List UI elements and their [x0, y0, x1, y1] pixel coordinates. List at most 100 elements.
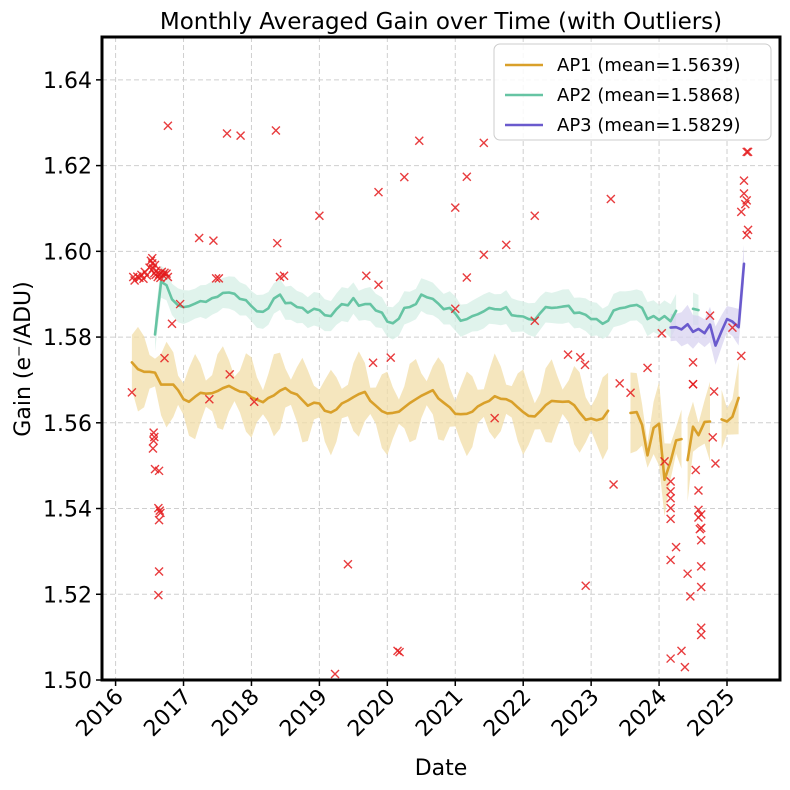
outlier-point: [696, 623, 706, 633]
outlier-point: [657, 328, 667, 338]
y-axis-label: Gain (e⁻/ADU): [11, 281, 36, 436]
outlier-point: [194, 233, 204, 243]
outlier-point: [490, 413, 500, 423]
x-tick-label: 2022: [479, 685, 536, 742]
series-line: [669, 262, 746, 347]
outlier-point: [743, 147, 753, 157]
outlier-point: [374, 280, 383, 290]
y-tick-label: 1.60: [43, 240, 92, 265]
outlier-point: [236, 131, 246, 141]
outlier-point: [696, 561, 706, 571]
outlier-point: [479, 250, 489, 260]
outlier-point: [742, 230, 752, 240]
outlier-point: [688, 357, 698, 367]
outlier-point: [279, 271, 289, 281]
outlier-point: [530, 316, 540, 326]
outlier-point: [249, 397, 259, 407]
y-tick-label: 1.52: [43, 583, 92, 608]
outlier-point: [271, 125, 281, 135]
outlier-point: [680, 662, 690, 672]
outlier-point: [615, 378, 625, 388]
y-axis-ticks: 1.50 1.52 1.54 1.56 1.58 1.60 1.62 1.64: [43, 69, 102, 694]
outlier-point: [155, 508, 165, 518]
outlier-point: [148, 444, 158, 454]
x-axis-label: Date: [415, 756, 468, 781]
outlier-point: [361, 271, 371, 281]
outlier-point: [580, 360, 590, 370]
outlier-point: [683, 569, 693, 579]
outlier-point: [150, 260, 160, 270]
outlier-point: [154, 466, 164, 476]
series-lines: [130, 262, 746, 482]
outlier-point: [736, 207, 746, 217]
outlier-point: [688, 379, 698, 389]
y-tick-label: 1.62: [43, 155, 92, 180]
outlier-point: [666, 486, 676, 496]
x-tick-label: 2025: [683, 685, 740, 742]
chart-title: Monthly Averaged Gain over Time (with Ou…: [160, 9, 722, 35]
series-line: [153, 280, 678, 336]
y-tick-label: 1.58: [43, 326, 92, 351]
outlier-point: [685, 591, 695, 601]
x-tick-label: 2023: [547, 685, 604, 742]
series-line: [686, 420, 712, 462]
outlier-point: [462, 172, 472, 182]
outlier-point: [501, 240, 511, 250]
outlier-point: [450, 203, 460, 213]
outlier-point: [693, 505, 703, 515]
series-band: [670, 244, 744, 365]
series-band: [721, 361, 739, 449]
legend-box: [493, 43, 772, 141]
y-tick-label: 1.54: [43, 498, 92, 523]
outlier-point: [666, 493, 676, 503]
outlier-point: [676, 646, 686, 656]
outlier-point: [149, 436, 159, 446]
outlier-point: [368, 358, 378, 368]
outlier-point: [609, 480, 619, 490]
outlier-point: [563, 350, 573, 360]
outlier-point: [660, 456, 670, 466]
outlier-point: [127, 387, 137, 397]
outlier-point: [671, 542, 681, 552]
x-tick-label: 2021: [411, 685, 468, 742]
outlier-point: [214, 273, 224, 283]
y-tick-label: 1.64: [43, 69, 92, 94]
outlier-point: [151, 270, 161, 280]
plot-frame: [100, 35, 782, 682]
outlier-point: [153, 503, 163, 513]
series-line: [629, 410, 683, 482]
outlier-point: [175, 299, 185, 309]
legend-label: AP3 (mean=1.5829): [557, 115, 741, 136]
outlier-point: [154, 515, 164, 525]
legend-label: AP1 (mean=1.5639): [557, 55, 741, 76]
outlier-point: [208, 236, 218, 246]
outlier-point: [395, 647, 405, 657]
outlier-point: [575, 352, 585, 362]
outlier-point: [696, 582, 706, 592]
outlier-point: [225, 369, 235, 379]
outlier-point: [693, 486, 703, 496]
outlier-point: [743, 225, 753, 235]
y-tick-label: 1.56: [43, 412, 92, 437]
series-line: [130, 361, 610, 422]
outlier-point: [399, 172, 409, 182]
outlier-point: [479, 138, 489, 148]
outlier-point: [330, 669, 340, 679]
outlier-point: [222, 128, 232, 138]
outlier-point: [666, 654, 676, 664]
outlier-point: [643, 363, 653, 373]
outlier-point: [147, 253, 157, 263]
outlier-point: [530, 211, 540, 221]
outlier-point: [450, 304, 460, 314]
outlier-point: [414, 136, 424, 146]
outlier-markers: [127, 121, 753, 679]
outlier-point: [727, 323, 737, 333]
outlier-point: [211, 273, 221, 283]
outlier-point: [160, 353, 169, 363]
outlier-point: [626, 388, 636, 398]
confidence-bands: [131, 244, 744, 517]
series-band: [687, 381, 710, 502]
outlier-point: [343, 559, 353, 569]
outlier-point: [736, 351, 746, 361]
